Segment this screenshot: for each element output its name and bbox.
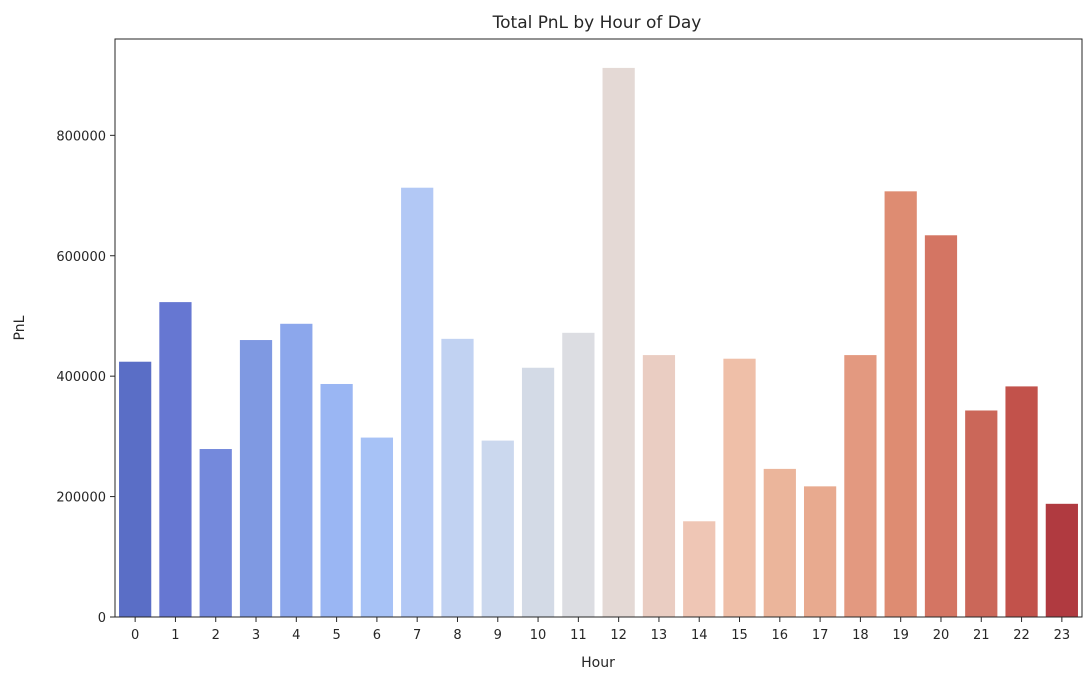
bar-hour-18 bbox=[844, 355, 877, 617]
y-axis: 0 200000 400000 600000 800000 bbox=[56, 129, 115, 626]
x-axis-label: Hour bbox=[581, 655, 615, 671]
chart-title: Total PnL by Hour of Day bbox=[492, 13, 702, 33]
x-tick-label: 6 bbox=[373, 628, 381, 643]
x-tick-label: 21 bbox=[973, 628, 990, 643]
x-tick-label: 10 bbox=[530, 628, 547, 643]
x-tick-label: 4 bbox=[292, 628, 300, 643]
plot-frame bbox=[114, 38, 1083, 618]
y-tick-label: 600000 bbox=[56, 250, 106, 265]
x-tick-label: 5 bbox=[332, 628, 340, 643]
x-tick-label: 3 bbox=[252, 628, 260, 643]
x-tick-label: 18 bbox=[852, 628, 869, 643]
x-tick-label: 2 bbox=[212, 628, 220, 643]
x-axis: 0 1 2 3 4 5 6 7 8 9 10 11 12 13 14 15 16 17 18 19 20 21 22 23 bbox=[131, 617, 1070, 643]
x-tick-label: 8 bbox=[453, 628, 461, 643]
x-tick-label: 16 bbox=[772, 628, 789, 643]
bar-hour-16 bbox=[763, 468, 796, 617]
bar-hour-23 bbox=[1045, 503, 1078, 617]
x-tick-label: 11 bbox=[570, 628, 587, 643]
bar-hour-5 bbox=[320, 383, 353, 617]
bar-hour-6 bbox=[360, 437, 394, 617]
bar-hour-0 bbox=[119, 361, 152, 617]
x-tick-label: 17 bbox=[812, 628, 829, 643]
x-tick-label: 23 bbox=[1054, 628, 1071, 643]
bar-hour-9 bbox=[481, 440, 514, 617]
bar-hour-3 bbox=[239, 340, 273, 617]
bars-group bbox=[119, 67, 1078, 617]
bar-hour-14 bbox=[683, 521, 716, 617]
x-tick-label: 0 bbox=[131, 628, 139, 643]
y-tick-label: 0 bbox=[98, 611, 106, 626]
bar-hour-22 bbox=[1005, 386, 1038, 617]
bar-hour-15 bbox=[723, 358, 756, 617]
y-tick-label: 800000 bbox=[56, 129, 106, 144]
x-tick-label: 9 bbox=[494, 628, 502, 643]
bar-hour-17 bbox=[803, 486, 837, 617]
x-tick-label: 14 bbox=[691, 628, 708, 643]
x-tick-label: 13 bbox=[651, 628, 668, 643]
bar-hour-10 bbox=[521, 367, 555, 617]
x-tick-label: 15 bbox=[731, 628, 748, 643]
bar-hour-20 bbox=[924, 235, 958, 617]
bar-hour-19 bbox=[884, 191, 917, 617]
x-tick-label: 12 bbox=[610, 628, 627, 643]
bar-hour-12 bbox=[602, 67, 635, 617]
x-tick-label: 7 bbox=[413, 628, 421, 643]
bar-hour-7 bbox=[401, 187, 434, 617]
bar-hour-4 bbox=[280, 323, 313, 617]
x-tick-label: 20 bbox=[933, 628, 950, 643]
bar-hour-11 bbox=[562, 332, 595, 617]
y-tick-label: 400000 bbox=[56, 370, 106, 385]
y-tick-label: 200000 bbox=[56, 491, 106, 506]
bar-hour-2 bbox=[199, 449, 232, 617]
x-tick-label: 1 bbox=[171, 628, 179, 643]
y-axis-label: PnL bbox=[12, 315, 28, 340]
bar-hour-1 bbox=[159, 302, 192, 617]
x-tick-label: 19 bbox=[892, 628, 909, 643]
x-tick-label: 22 bbox=[1013, 628, 1030, 643]
bar-hour-8 bbox=[441, 338, 474, 617]
bar-hour-21 bbox=[965, 410, 998, 617]
bar-hour-13 bbox=[642, 355, 676, 617]
